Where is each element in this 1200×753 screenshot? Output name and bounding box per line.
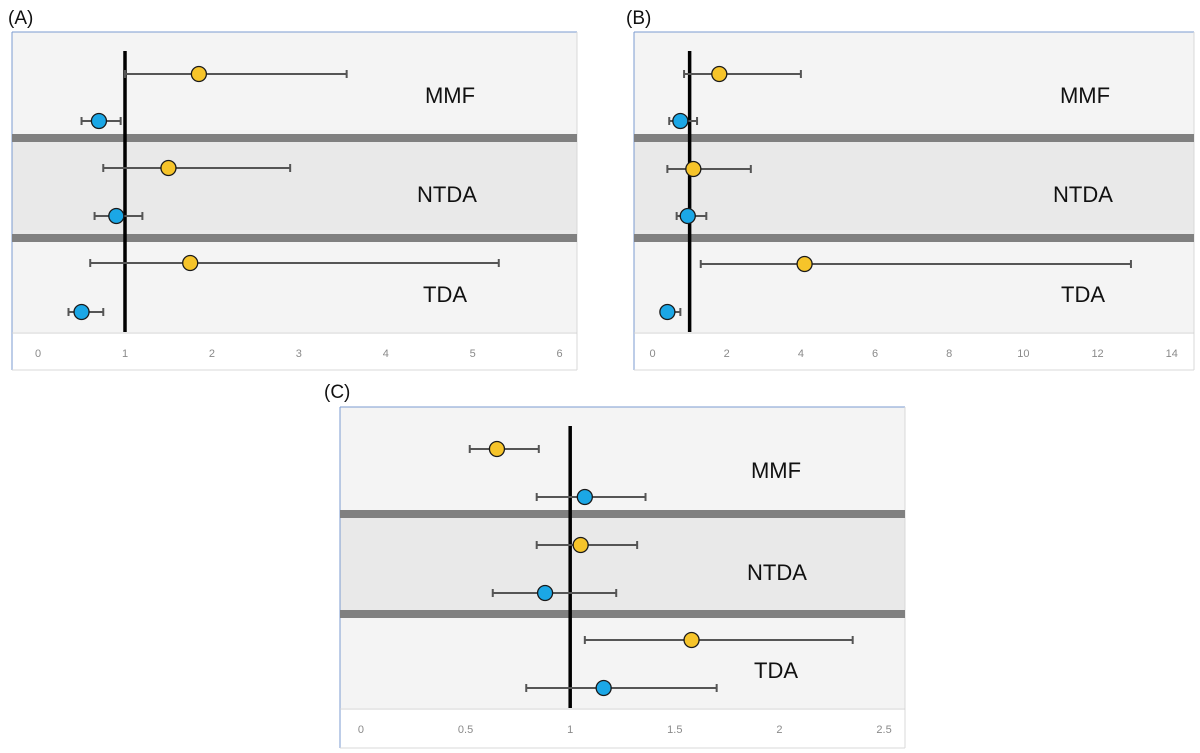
band-ntda	[634, 138, 1194, 238]
group-label-mmf: MMF	[1060, 83, 1110, 108]
chart-panel-3: (C) MMF NTDA TDA 0 0.5 1 1.5 2 2.5	[324, 382, 906, 749]
data-point-blue-mmf	[672, 112, 689, 130]
x-tick-label: 6	[557, 348, 563, 360]
group-label-mmf: MMF	[425, 83, 475, 108]
group-label-tda: TDA	[423, 282, 467, 307]
data-point-blue-ntda	[108, 207, 125, 225]
x-tick-label: 1	[567, 724, 573, 736]
data-point-blue-mmf	[576, 488, 593, 506]
panel-label: (A)	[8, 8, 33, 29]
data-point-yellow-tda	[683, 631, 700, 649]
group-separator	[634, 234, 1194, 242]
group-label-tda: TDA	[754, 658, 798, 683]
x-tick-label: 3	[296, 348, 302, 360]
data-point-yellow-tda	[182, 254, 199, 272]
data-point-yellow-mmf	[711, 65, 728, 83]
x-tick-label: 2	[209, 348, 215, 360]
group-separator	[12, 234, 577, 242]
data-point-blue-tda	[595, 679, 612, 697]
x-tick-label: 6	[872, 348, 878, 360]
data-point-yellow-ntda	[572, 536, 589, 554]
band-tda	[340, 614, 905, 708]
x-tick-label: 1	[122, 348, 128, 360]
x-tick-label: 2	[724, 348, 730, 360]
data-point-yellow-ntda	[685, 160, 702, 178]
x-tick-label: 0	[649, 348, 655, 360]
x-tick-label: 2.5	[876, 724, 891, 736]
band-ntda	[12, 138, 577, 238]
group-label-ntda: NTDA	[417, 182, 477, 207]
x-tick-label: 4	[798, 348, 804, 360]
x-tick-label: 12	[1091, 348, 1103, 360]
group-separator	[634, 134, 1194, 142]
x-tick-label: 4	[383, 348, 389, 360]
data-point-blue-tda	[73, 303, 90, 321]
x-tick-label: 14	[1166, 348, 1178, 360]
data-point-blue-tda	[659, 303, 676, 321]
data-point-yellow-mmf	[488, 440, 506, 458]
data-point-blue-mmf	[90, 112, 108, 130]
x-tick-label: 0	[358, 724, 364, 736]
group-separator	[12, 134, 577, 142]
band-mmf	[634, 32, 1194, 138]
x-tick-label: 5	[470, 348, 476, 360]
group-label-ntda: NTDA	[747, 560, 807, 585]
band-ntda	[340, 514, 905, 614]
data-point-blue-ntda	[679, 207, 696, 225]
band-tda	[634, 238, 1194, 332]
data-point-blue-ntda	[536, 584, 554, 602]
x-tick-label: 2	[776, 724, 782, 736]
x-tick-label: 1.5	[667, 724, 682, 736]
x-tick-label: 8	[946, 348, 952, 360]
group-label-mmf: MMF	[751, 458, 801, 483]
group-label-ntda: NTDA	[1053, 182, 1113, 207]
panel-label: (C)	[324, 382, 350, 403]
group-label-tda: TDA	[1061, 282, 1105, 307]
x-tick-label: 10	[1017, 348, 1029, 360]
x-tick-label: 0	[35, 348, 41, 360]
data-point-yellow-mmf	[190, 65, 208, 83]
data-point-yellow-ntda	[160, 159, 177, 177]
group-separator	[340, 510, 905, 518]
band-tda	[12, 238, 577, 332]
chart-panel-1: (A) MMF NTDA TDA 0 1 2 3 4 5 6	[8, 8, 578, 371]
data-point-yellow-tda	[796, 255, 813, 273]
panel-label: (B)	[626, 8, 651, 29]
chart-panel-2: (B) MMF NTDA TDA 0 2 4 6 8 10 12 14	[626, 8, 1195, 371]
x-tick-label: 0.5	[458, 724, 473, 736]
group-separator	[340, 610, 905, 618]
